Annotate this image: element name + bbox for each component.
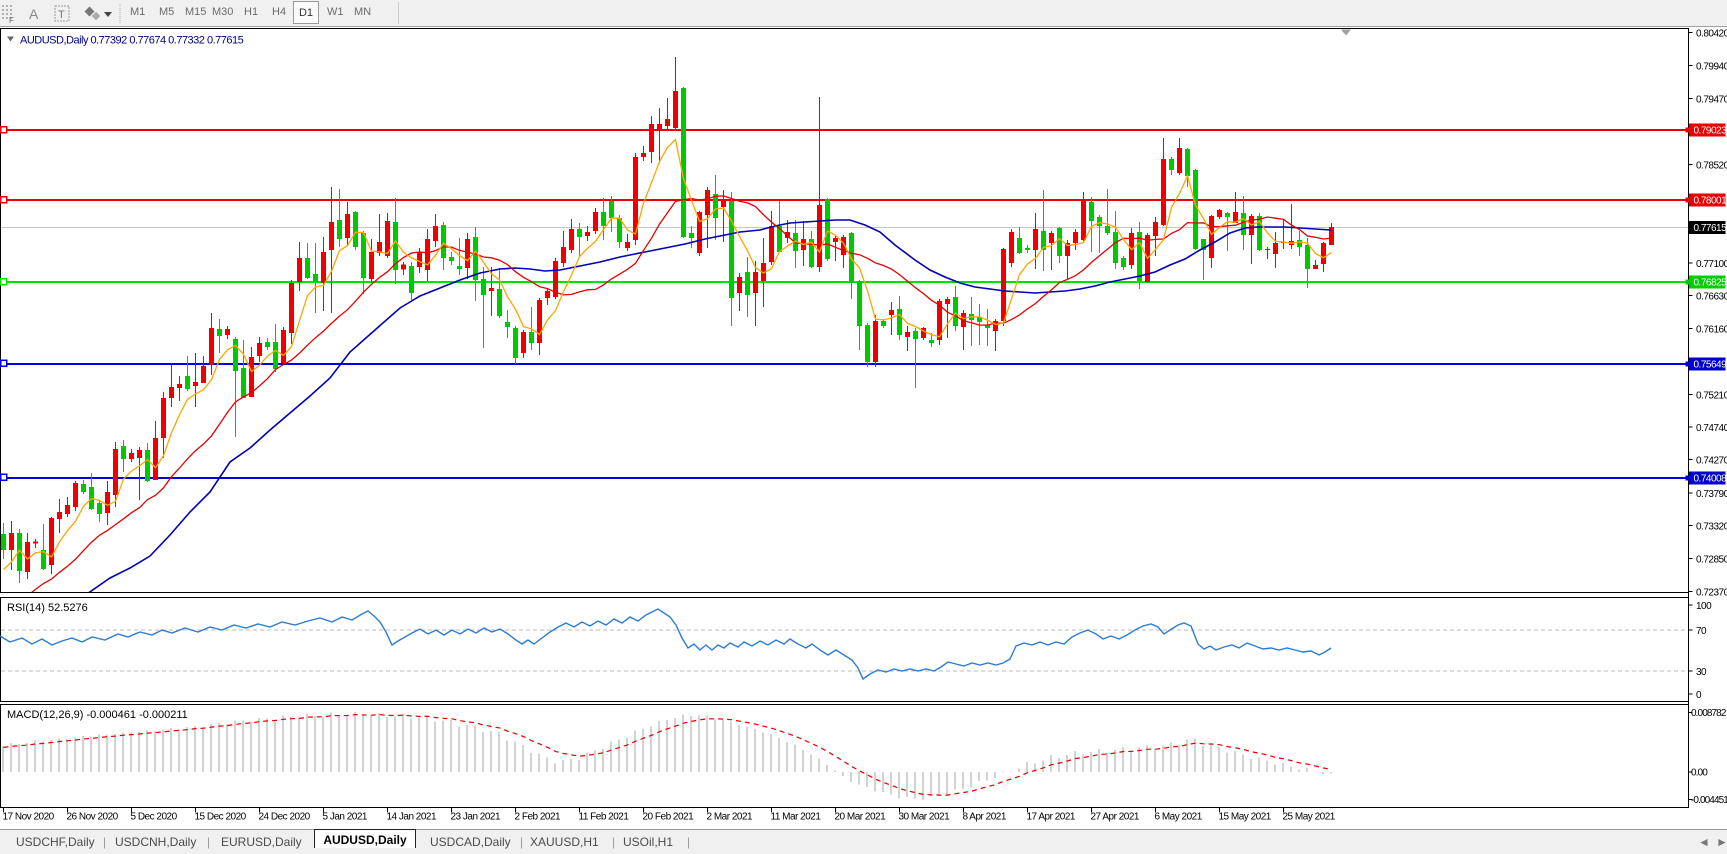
svg-text:20 Feb 2021: 20 Feb 2021 (643, 812, 695, 823)
svg-text:0.008782: 0.008782 (1691, 708, 1727, 719)
svg-text:5 Dec 2020: 5 Dec 2020 (131, 812, 178, 823)
svg-text:15 May 2021: 15 May 2021 (1219, 812, 1272, 823)
svg-text:-0.004451: -0.004451 (1691, 795, 1727, 806)
svg-text:0.78520: 0.78520 (1696, 160, 1727, 171)
svg-text:0.77100: 0.77100 (1696, 259, 1727, 270)
svg-text:0.72370: 0.72370 (1696, 588, 1727, 599)
svg-text:0.76825: 0.76825 (1694, 278, 1727, 289)
svg-text:RSI(14) 52.5276: RSI(14) 52.5276 (7, 602, 88, 614)
svg-text:0.79470: 0.79470 (1696, 94, 1727, 105)
svg-text:0.00: 0.00 (1691, 768, 1708, 779)
svg-text:0.73320: 0.73320 (1696, 522, 1727, 533)
svg-text:0.80420: 0.80420 (1696, 28, 1727, 39)
svg-text:25 May 2021: 25 May 2021 (1283, 812, 1336, 823)
svg-text:27 Apr 2021: 27 Apr 2021 (1091, 812, 1140, 823)
svg-text:11 Feb 2021: 11 Feb 2021 (579, 812, 630, 823)
svg-text:T: T (58, 9, 65, 21)
svg-text:A: A (29, 6, 39, 22)
svg-text:0.75210: 0.75210 (1696, 390, 1727, 401)
svg-text:8 Apr 2021: 8 Apr 2021 (963, 812, 1007, 823)
svg-text:AUDUSD,Daily 0.77392 0.77674: AUDUSD,Daily 0.77392 0.77674 0.77332 0.7… (20, 35, 244, 47)
svg-text:6 May 2021: 6 May 2021 (1155, 812, 1203, 823)
svg-text:17 Apr 2021: 17 Apr 2021 (1027, 812, 1076, 823)
svg-text:24 Dec 2020: 24 Dec 2020 (259, 812, 311, 823)
svg-text:2 Mar 2021: 2 Mar 2021 (707, 812, 754, 823)
svg-text:2 Feb 2021: 2 Feb 2021 (515, 812, 562, 823)
svg-text:30 Mar 2021: 30 Mar 2021 (899, 812, 951, 823)
svg-text:14 Jan 2021: 14 Jan 2021 (387, 812, 437, 823)
svg-text:0.78001: 0.78001 (1694, 196, 1727, 207)
svg-text:15 Dec 2020: 15 Dec 2020 (195, 812, 247, 823)
svg-text:11 Mar 2021: 11 Mar 2021 (771, 812, 822, 823)
svg-text:0: 0 (1696, 690, 1702, 701)
svg-text:0.79023: 0.79023 (1694, 126, 1727, 137)
svg-text:0.74270: 0.74270 (1696, 456, 1727, 467)
svg-text:0.74008: 0.74008 (1694, 473, 1727, 484)
svg-text:30: 30 (1696, 667, 1707, 678)
svg-text:23 Jan 2021: 23 Jan 2021 (451, 812, 501, 823)
svg-text:MACD(12,26,9) -0.000461 -0.000: MACD(12,26,9) -0.000461 -0.000211 (7, 709, 188, 721)
svg-text:20 Mar 2021: 20 Mar 2021 (835, 812, 887, 823)
svg-text:0.76630: 0.76630 (1696, 292, 1727, 303)
svg-text:0.72850: 0.72850 (1696, 554, 1727, 565)
svg-text:0.73790: 0.73790 (1696, 489, 1727, 500)
svg-text:100: 100 (1696, 601, 1712, 612)
svg-text:0.79940: 0.79940 (1696, 62, 1727, 73)
svg-text:70: 70 (1696, 626, 1707, 637)
svg-text:5 Jan 2021: 5 Jan 2021 (323, 812, 368, 823)
svg-text:F: F (9, 16, 14, 25)
svg-text:0.75649: 0.75649 (1694, 359, 1727, 370)
svg-text:0.76160: 0.76160 (1696, 324, 1727, 335)
svg-text:17 Nov 2020: 17 Nov 2020 (3, 812, 55, 823)
svg-text:0.77615: 0.77615 (1694, 223, 1727, 234)
svg-text:0.74740: 0.74740 (1696, 423, 1727, 434)
svg-text:26 Nov 2020: 26 Nov 2020 (67, 812, 119, 823)
